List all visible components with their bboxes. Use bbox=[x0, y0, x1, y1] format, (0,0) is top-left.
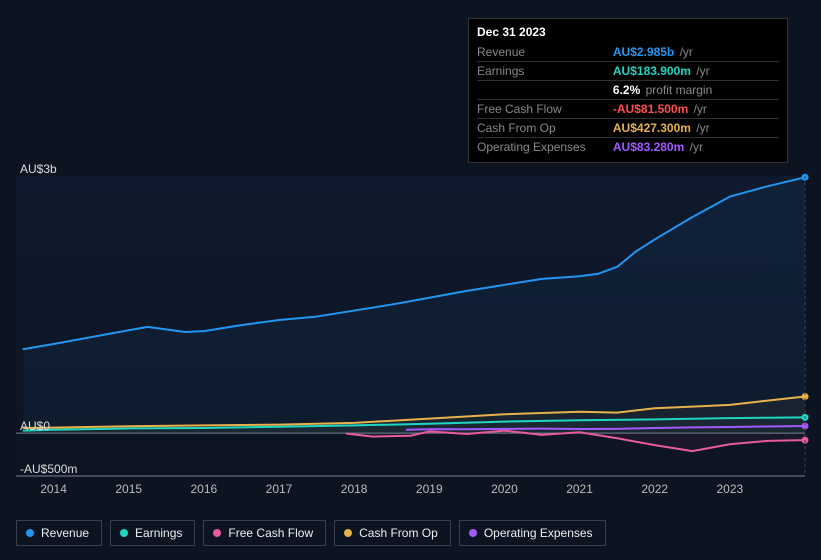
tooltip-row-label: Operating Expenses bbox=[477, 138, 613, 157]
tooltip-title: Dec 31 2023 bbox=[477, 25, 779, 39]
tooltip-row: Free Cash Flow-AU$81.500m /yr bbox=[477, 100, 779, 119]
x-axis-tick-label: 2022 bbox=[641, 482, 668, 496]
y-axis-tick-label: -AU$500m bbox=[20, 462, 77, 476]
tooltip-row-value: AU$183.900m /yr bbox=[613, 62, 779, 81]
tooltip-row: Operating ExpensesAU$83.280m /yr bbox=[477, 138, 779, 157]
tooltip-row-value: 6.2% profit margin bbox=[613, 81, 779, 100]
legend-item-fcf[interactable]: Free Cash Flow bbox=[203, 520, 326, 546]
tooltip-row: RevenueAU$2.985b /yr bbox=[477, 43, 779, 62]
x-axis-tick-label: 2015 bbox=[115, 482, 142, 496]
tooltip-row-label: Revenue bbox=[477, 43, 613, 62]
x-axis-tick-label: 2017 bbox=[266, 482, 293, 496]
y-axis-tick-label: AU$0 bbox=[20, 419, 50, 433]
tooltip-row: EarningsAU$183.900m /yr bbox=[477, 62, 779, 81]
x-axis-tick-label: 2016 bbox=[190, 482, 217, 496]
legend-item-cfo[interactable]: Cash From Op bbox=[334, 520, 451, 546]
legend-item-label: Free Cash Flow bbox=[228, 526, 313, 540]
tooltip-row-label: Free Cash Flow bbox=[477, 100, 613, 119]
tooltip-row: 6.2% profit margin bbox=[477, 81, 779, 100]
legend-item-label: Cash From Op bbox=[359, 526, 438, 540]
legend-item-opex[interactable]: Operating Expenses bbox=[459, 520, 606, 546]
tooltip-row-value: AU$83.280m /yr bbox=[613, 138, 779, 157]
legend-item-label: Earnings bbox=[135, 526, 182, 540]
x-axis-tick-label: 2018 bbox=[341, 482, 368, 496]
legend-item-label: Operating Expenses bbox=[484, 526, 593, 540]
legend-dot-icon bbox=[26, 529, 34, 537]
y-axis-tick-label: AU$3b bbox=[20, 162, 57, 176]
tooltip-row-label bbox=[477, 81, 613, 100]
x-axis-tick-label: 2021 bbox=[566, 482, 593, 496]
tooltip-row-value: -AU$81.500m /yr bbox=[613, 100, 779, 119]
legend-item-revenue[interactable]: Revenue bbox=[16, 520, 102, 546]
financials-chart: AU$3b AU$0 -AU$500m 2014 2015 2016 2017 2018 20… bbox=[0, 0, 821, 560]
x-axis-tick-label: 2020 bbox=[491, 482, 518, 496]
chart-tooltip: Dec 31 2023 RevenueAU$2.985b /yrEarnings… bbox=[468, 18, 788, 163]
tooltip-row-value: AU$427.300m /yr bbox=[613, 119, 779, 138]
chart-legend: Revenue Earnings Free Cash Flow Cash From O… bbox=[16, 520, 606, 546]
x-axis-tick-label: 2014 bbox=[40, 482, 67, 496]
tooltip-row-value: AU$2.985b /yr bbox=[613, 43, 779, 62]
tooltip-table: RevenueAU$2.985b /yrEarningsAU$183.900m … bbox=[477, 43, 779, 156]
legend-dot-icon bbox=[469, 529, 477, 537]
legend-dot-icon bbox=[120, 529, 128, 537]
legend-dot-icon bbox=[344, 529, 352, 537]
x-axis-tick-label: 2019 bbox=[416, 482, 443, 496]
legend-dot-icon bbox=[213, 529, 221, 537]
legend-item-earnings[interactable]: Earnings bbox=[110, 520, 195, 546]
tooltip-row-label: Earnings bbox=[477, 62, 613, 81]
plot-area bbox=[16, 176, 805, 476]
tooltip-row-label: Cash From Op bbox=[477, 119, 613, 138]
legend-item-label: Revenue bbox=[41, 526, 89, 540]
x-axis-tick-label: 2023 bbox=[716, 482, 743, 496]
tooltip-row: Cash From OpAU$427.300m /yr bbox=[477, 119, 779, 138]
